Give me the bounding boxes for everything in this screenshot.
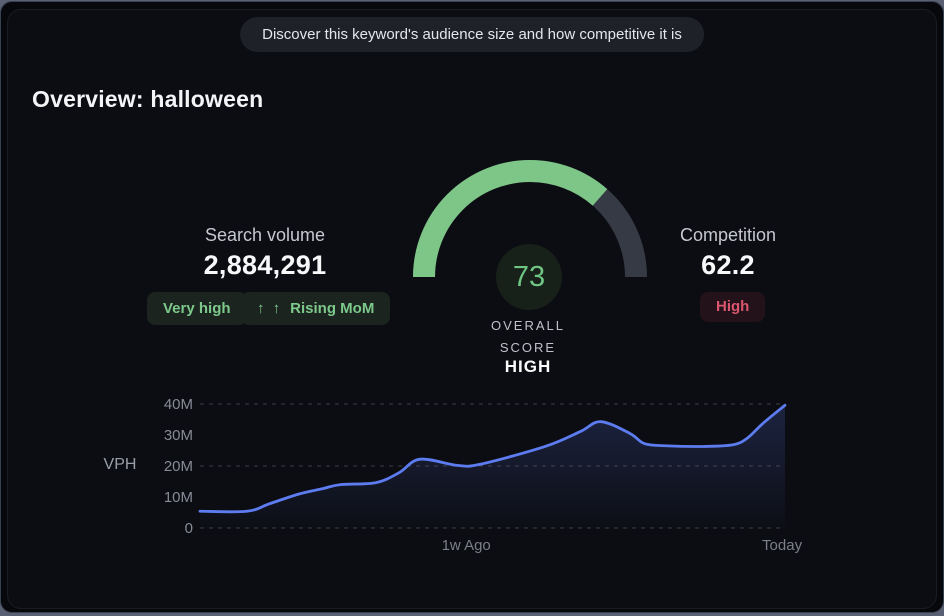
- y-tick-label: 30M: [163, 426, 193, 444]
- y-tick-label: 10M: [163, 488, 193, 506]
- search-volume-trend-badge: ↑ ↑ Rising MoM: [241, 292, 391, 325]
- competition-badge: High: [700, 292, 766, 322]
- search-volume-level-badge: Very high: [147, 292, 247, 325]
- search-volume-label: Search volume: [204, 225, 326, 245]
- overall-score-value: 73: [496, 244, 562, 310]
- chart-line: [198, 403, 787, 514]
- rising-arrows-icon: ↑ ↑: [257, 300, 283, 317]
- y-tick-label: 20M: [163, 457, 193, 475]
- score-caption-line2: SCORE: [499, 340, 557, 355]
- hint-banner: Discover this keyword's audience size an…: [240, 17, 704, 52]
- competition-label: Competition: [679, 225, 777, 245]
- chart-ylabel: VPH: [103, 456, 137, 473]
- score-caption-line1: OVERALL: [491, 318, 565, 333]
- x-axis-label: 1w Ago: [441, 537, 491, 554]
- vph-area-chart: [198, 403, 787, 529]
- overall-score-gauge: [413, 160, 647, 278]
- score-rating: HIGH: [504, 357, 552, 376]
- trend-label: Rising MoM: [290, 300, 375, 317]
- search-volume-level-text: Very high: [163, 300, 231, 317]
- y-tick-label: 40M: [163, 395, 193, 413]
- page-title: Overview: halloween: [32, 86, 264, 112]
- search-volume-value: 2,884,291: [203, 250, 327, 280]
- chart-area-fill: [200, 405, 785, 528]
- score-number: 73: [512, 260, 546, 293]
- competition-badge-text: High: [716, 298, 750, 315]
- gauge-fill: [413, 160, 647, 278]
- y-tick-label: 0: [184, 519, 193, 537]
- competition-value: 62.2: [701, 250, 755, 280]
- x-axis-label: Today: [762, 537, 803, 554]
